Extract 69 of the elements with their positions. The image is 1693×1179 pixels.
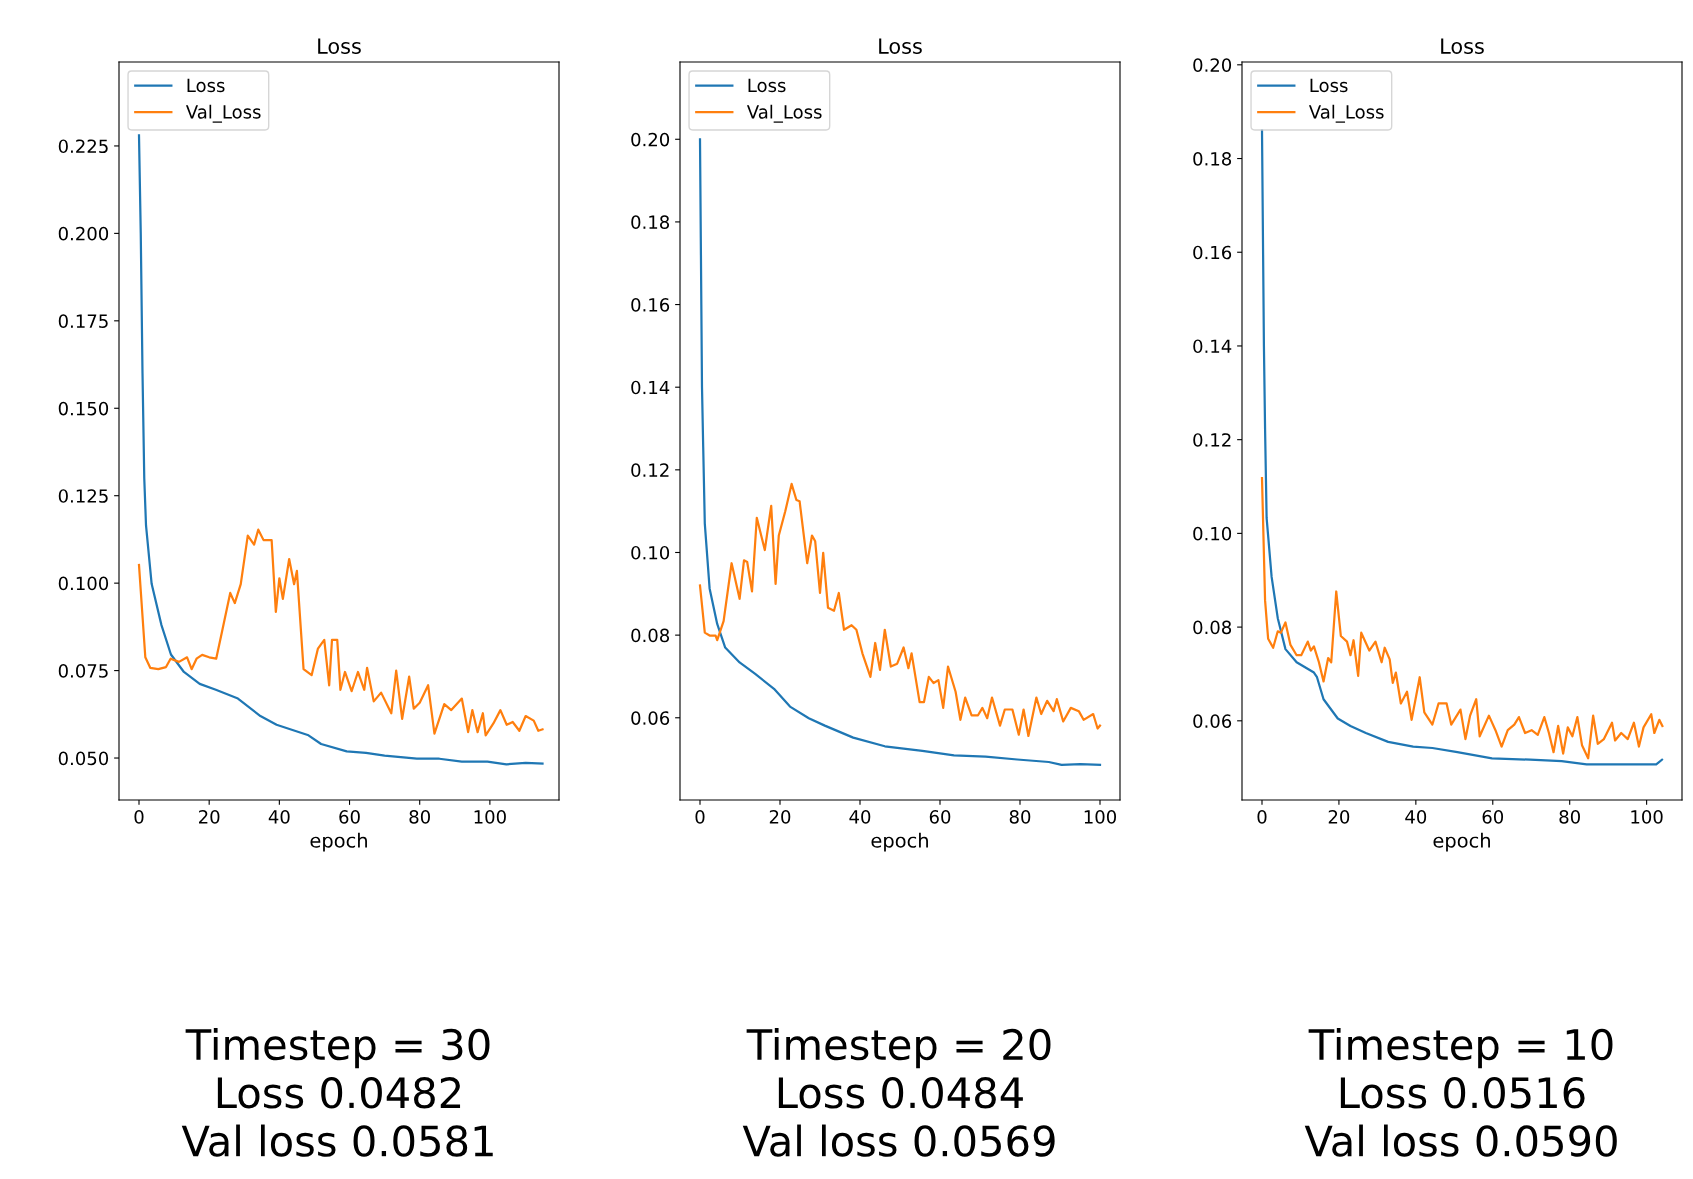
legend-label: Loss: [1310, 78, 1348, 93]
y-tick-label: 0.06: [631, 711, 670, 725]
x-tick-label: 100: [474, 810, 506, 824]
y-tick-label: 0.16: [631, 298, 670, 312]
text: Timestep = 10: [1308, 1028, 1613, 1069]
y-tick-label: 0.06: [1193, 714, 1232, 728]
x-tick-label: 0: [134, 810, 144, 824]
x-tick-label: 0: [695, 810, 705, 824]
x-tick-label: 40: [849, 810, 871, 824]
x-tick-label: 80: [1559, 810, 1580, 824]
y-tick-label: 0.125: [58, 489, 108, 503]
text: Val loss 0.0590: [1304, 1124, 1617, 1157]
legend-label: Loss: [748, 78, 786, 93]
text: Loss 0.0516: [1340, 1077, 1585, 1109]
legend-label: Val_Loss: [746, 104, 822, 123]
x-axis-title: epoch: [1433, 832, 1490, 852]
text: Timestep = 30: [185, 1028, 490, 1069]
x-tick-label: 20: [1328, 810, 1350, 824]
x-axis-title: epoch: [310, 832, 367, 852]
x-tick-label: 40: [268, 810, 290, 824]
y-tick-label: 0.175: [58, 314, 108, 328]
y-tick-label: 0.10: [1193, 526, 1232, 541]
line-series: [1260, 476, 1664, 760]
legend-label: Val_Loss: [1308, 104, 1384, 123]
x-tick-label: 100: [1631, 810, 1663, 824]
text: Val loss 0.0569: [742, 1124, 1055, 1157]
y-tick-label: 0.100: [58, 576, 109, 591]
legend-label: Val_Loss: [185, 104, 261, 123]
text: Val loss 0.0581: [181, 1124, 493, 1157]
y-tick-label: 0.10: [631, 545, 670, 560]
y-tick-label: 0.050: [58, 751, 109, 766]
line-series: [698, 482, 1102, 738]
line-series: [698, 138, 1102, 766]
x-tick-label: 80: [1009, 810, 1031, 824]
y-tick-label: 0.20: [1193, 58, 1232, 72]
y-tick-label: 0.18: [1193, 151, 1232, 166]
y-tick-label: 0.12: [1193, 433, 1231, 447]
y-tick-label: 0.08: [631, 628, 670, 643]
line-series: [137, 134, 544, 766]
x-tick-label: 60: [339, 810, 360, 824]
y-tick-label: 0.200: [58, 226, 109, 241]
x-axis-title: epoch: [871, 832, 928, 852]
y-tick-label: 0.075: [58, 664, 108, 678]
y-tick-label: 0.12: [631, 463, 669, 477]
y-tick-label: 0.14: [1193, 339, 1232, 354]
y-tick-label: 0.14: [631, 380, 670, 395]
x-tick-label: 40: [1405, 810, 1427, 824]
x-tick-label: 60: [1482, 810, 1504, 824]
y-tick-label: 0.16: [1193, 245, 1232, 260]
chart-title: Loss: [318, 38, 361, 54]
x-tick-label: 100: [1084, 810, 1117, 824]
chart-title: Loss: [879, 38, 922, 54]
y-tick-label: 0.20: [631, 132, 670, 147]
x-tick-label: 20: [769, 810, 791, 824]
text: Loss 0.0482: [217, 1077, 461, 1109]
text: Timestep = 20: [746, 1028, 1051, 1069]
y-tick-label: 0.150: [58, 401, 109, 416]
x-tick-label: 20: [199, 810, 220, 824]
chart-title: Loss: [1441, 38, 1484, 54]
line-series: [137, 528, 544, 737]
x-tick-label: 0: [1257, 810, 1267, 824]
y-tick-label: 0.225: [58, 139, 108, 154]
x-tick-label: 80: [409, 810, 430, 824]
line-series: [1260, 129, 1664, 766]
y-tick-label: 0.08: [1193, 620, 1232, 635]
y-tick-label: 0.18: [631, 215, 670, 230]
text: Loss 0.0484: [778, 1077, 1023, 1109]
x-tick-label: 60: [929, 810, 951, 824]
legend-label: Loss: [187, 78, 225, 93]
